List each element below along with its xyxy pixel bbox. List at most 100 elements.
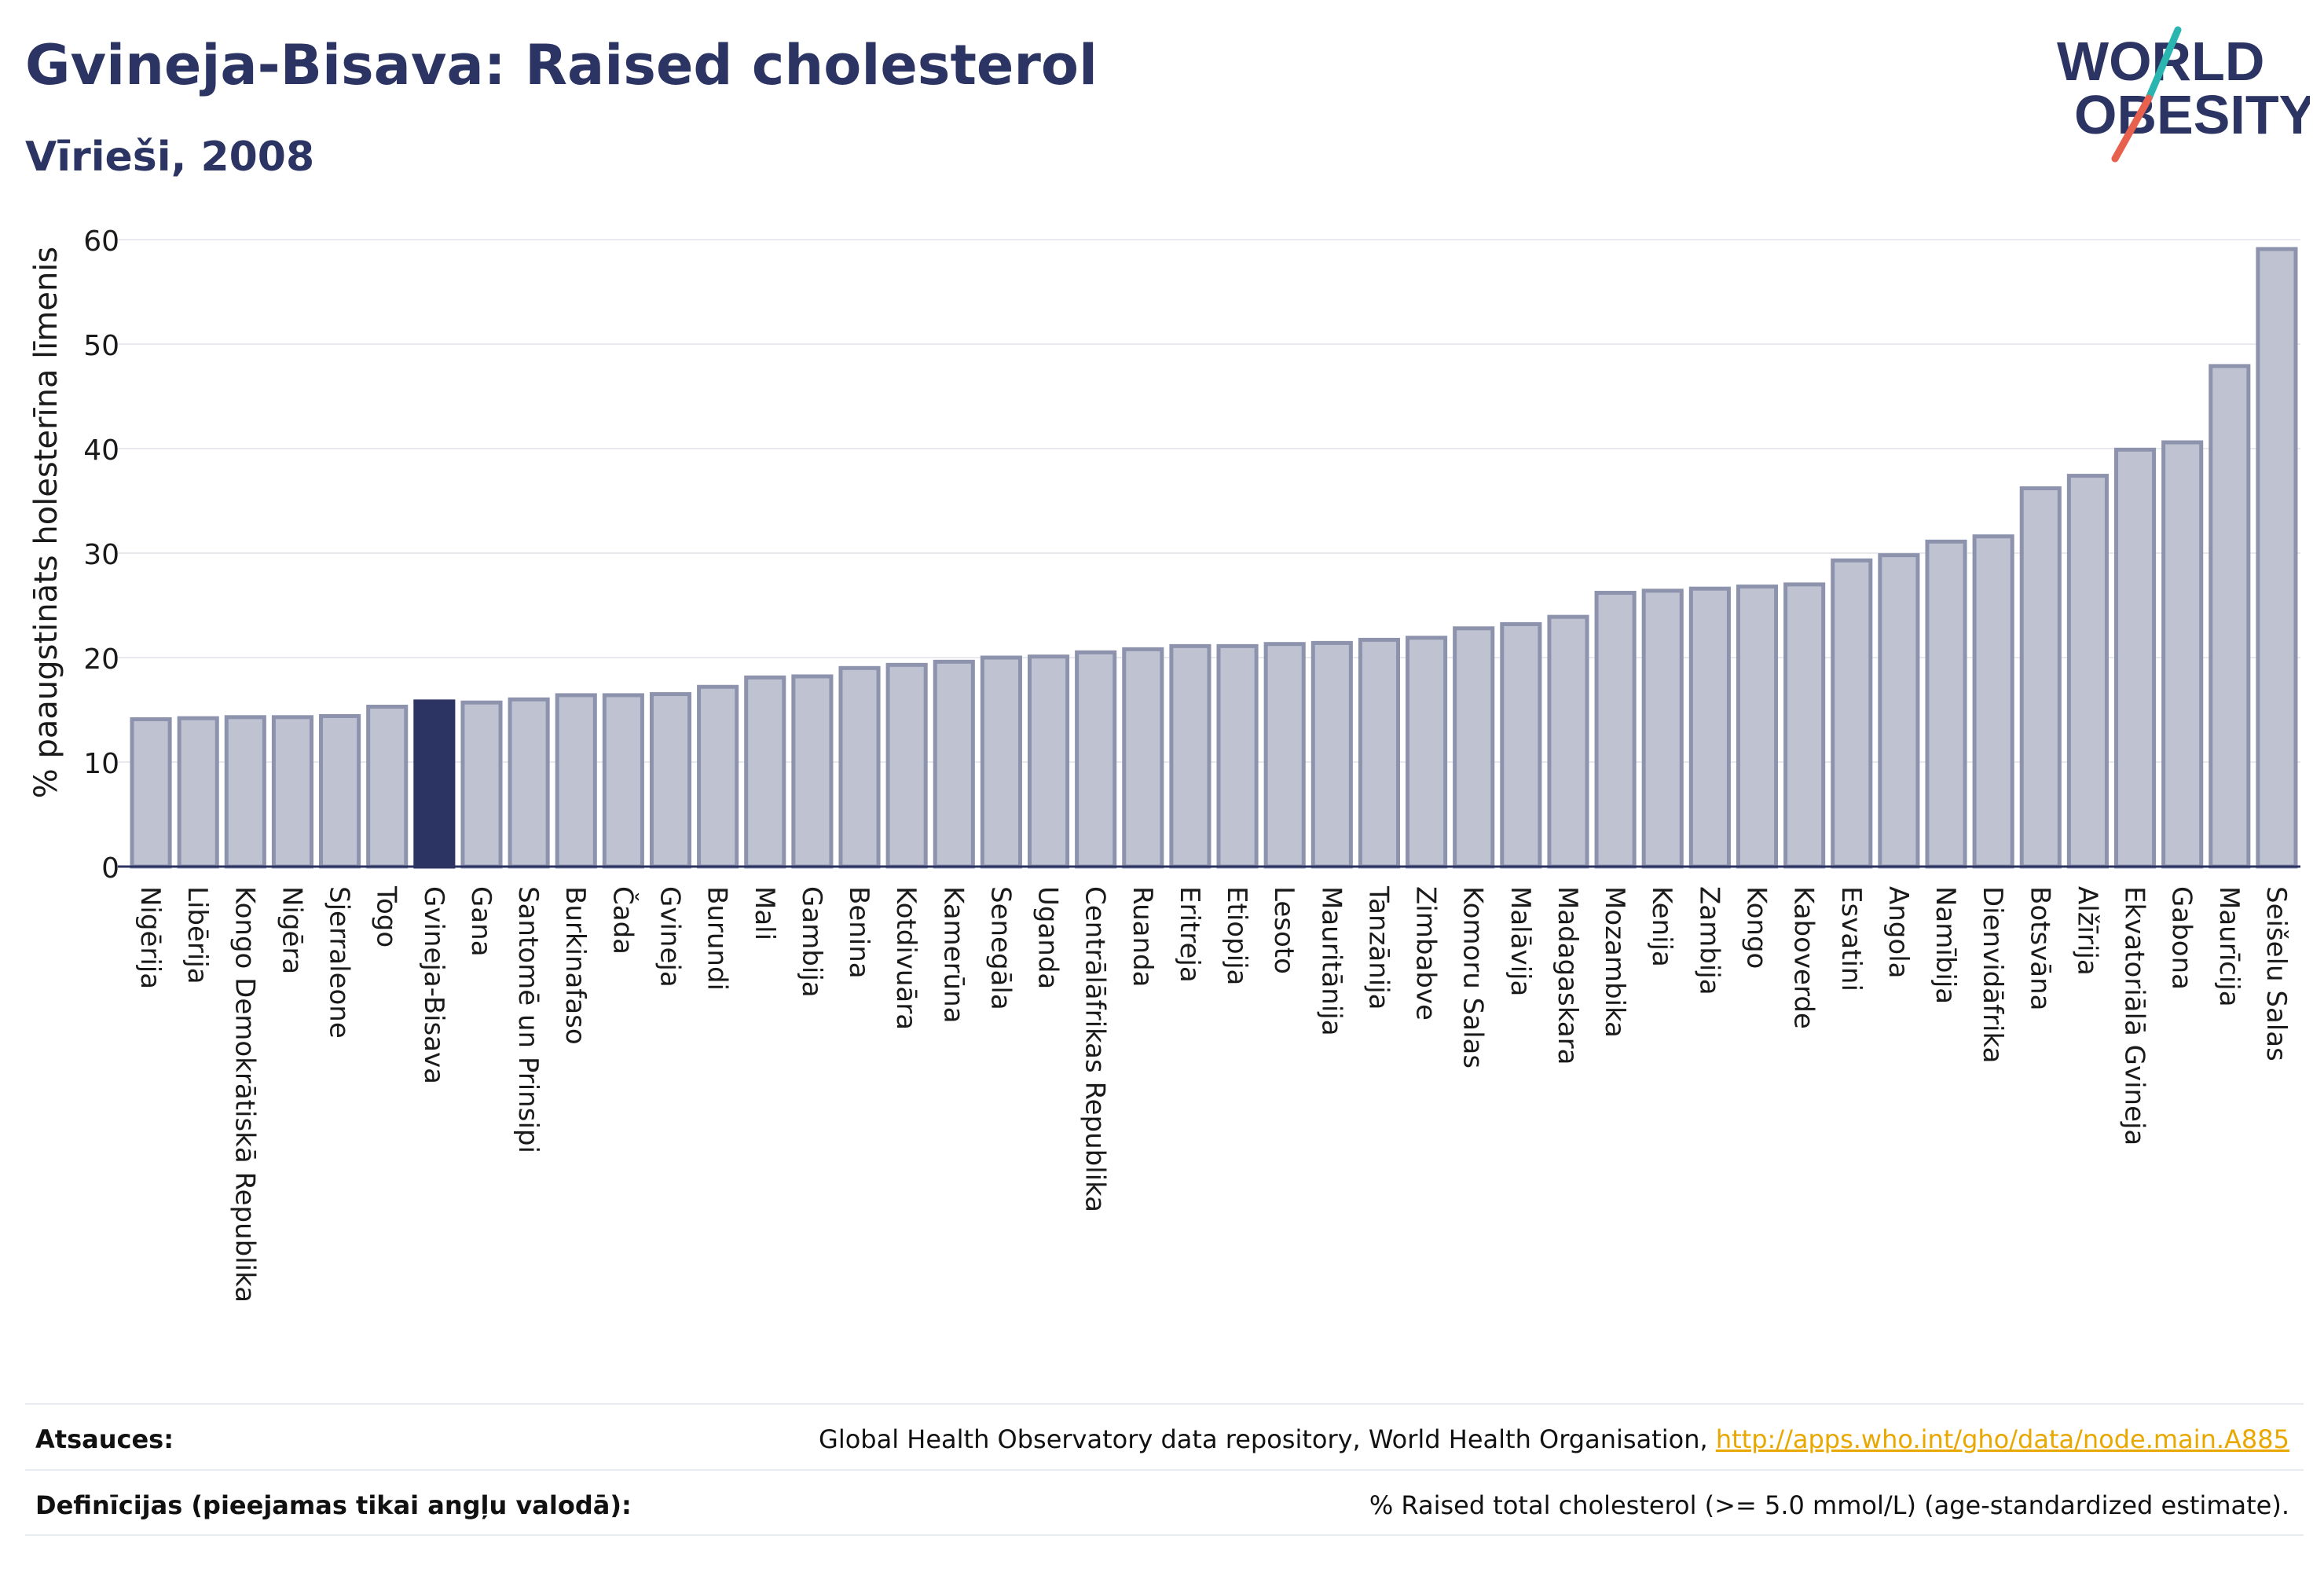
- page-subtitle: Vīrieši, 2008: [25, 134, 315, 181]
- x-tick-label: Kotdivuāra: [890, 886, 922, 1030]
- bar-40: [2019, 486, 2062, 869]
- bar-32: [1641, 588, 1684, 869]
- x-tick-label: Kamerūna: [937, 886, 969, 1023]
- bar-30: [1547, 614, 1589, 869]
- definitions-value: % Raised total cholesterol (>= 5.0 mmol/…: [1369, 1490, 2289, 1520]
- bar-18: [980, 655, 1022, 869]
- x-tick-label: Zambija: [1693, 886, 1725, 995]
- sources-value: Global Health Observatory data repositor…: [819, 1424, 2289, 1454]
- x-tick-label: Madagaskara: [1552, 886, 1583, 1065]
- bar-16: [885, 662, 928, 869]
- bar-4: [319, 713, 361, 869]
- x-tick-label: Komoru Salas: [1457, 886, 1489, 1068]
- bar-22: [1169, 643, 1211, 869]
- x-tick-label: Senegāla: [984, 886, 1016, 1010]
- bar-8: [508, 697, 550, 869]
- y-tick-label: 30: [83, 539, 119, 571]
- y-tick-label: 10: [83, 748, 119, 780]
- x-tick-label: Eritreja: [1174, 886, 1205, 983]
- y-tick-label: 40: [83, 434, 119, 467]
- bar-26: [1358, 637, 1401, 869]
- x-tick-label: Maurīcija: [2213, 886, 2245, 1007]
- bar-25: [1310, 640, 1353, 869]
- bar-13: [744, 675, 786, 869]
- x-tick-label: Gvineja-Bisava: [418, 886, 449, 1084]
- x-tick-label: Namībija: [1930, 886, 1961, 1004]
- x-tick-label: Dienvidāfrika: [1977, 886, 2008, 1063]
- bar-29: [1500, 621, 1542, 869]
- x-tick-label: Angola: [1882, 886, 1914, 978]
- bar-37: [1878, 553, 1920, 869]
- footer-divider-top: [25, 1403, 2304, 1405]
- bar-chart: 0 10 20 30 40 50 60 Nigērija Libērija Kongo Demo…: [28, 225, 2300, 1303]
- bar-23: [1216, 643, 1259, 869]
- x-tick-label: Mauritānija: [1315, 886, 1347, 1036]
- y-tick-label: 50: [83, 330, 119, 362]
- x-tick-label: Libērija: [181, 886, 213, 984]
- x-tick-label: Burkinafaso: [559, 886, 591, 1045]
- sources-label: Atsauces:: [35, 1424, 174, 1454]
- x-tick-label: Gambija: [796, 886, 827, 998]
- world-obesity-logo: WORLD OBESITY: [2057, 26, 2310, 163]
- x-tick-label: Nigēra: [276, 886, 307, 974]
- bar-1: [177, 716, 219, 869]
- x-tick-label: Alžīrija: [2071, 886, 2102, 976]
- footer-divider-mid: [25, 1469, 2304, 1471]
- x-tick-label: Burundi: [702, 886, 733, 991]
- sources-link[interactable]: http://apps.who.int/gho/data/node.main.A…: [1715, 1424, 2289, 1454]
- x-tick-label: Esvatini: [1835, 886, 1867, 991]
- x-tick-label: Sjerraleone: [324, 886, 355, 1039]
- bar-28: [1453, 626, 1495, 869]
- y-axis-title: % paaugstināts holesterīna līmenis: [28, 247, 64, 799]
- bar-44: [2209, 364, 2251, 869]
- x-tick-label: Nigērija: [134, 886, 166, 989]
- x-tick-label: Zimbabve: [1410, 886, 1442, 1021]
- logo-slash-bottom: [2111, 94, 2153, 163]
- x-tick-label: Botsvāna: [2024, 886, 2055, 1011]
- bar-21: [1122, 647, 1164, 869]
- x-tick-label: Santomē un Prinsipi: [512, 886, 544, 1153]
- x-tick-label: Benina: [843, 886, 874, 979]
- logo-line2: OBESITY: [2074, 84, 2310, 145]
- footer-divider-bottom: [25, 1534, 2304, 1536]
- bar-41: [2066, 474, 2109, 869]
- bar-35: [1783, 582, 1826, 869]
- bar-5: [366, 705, 409, 869]
- bar-12: [697, 684, 739, 869]
- x-tick-label: Kongo: [1741, 886, 1772, 969]
- y-tick-label: 60: [83, 225, 119, 258]
- x-tick-label: Seišelu Salas: [2260, 886, 2292, 1061]
- x-tick-label: Kaboverde: [1788, 886, 1820, 1029]
- x-tick-label: Etiopija: [1221, 886, 1252, 985]
- sources-text: Global Health Observatory data repositor…: [819, 1424, 1716, 1454]
- bar-38: [1925, 539, 1967, 869]
- y-tick-label: 20: [83, 643, 119, 676]
- x-tick-label: Kongo Demokrātiskā Republika: [229, 886, 260, 1303]
- y-axis-ticks: 0 10 20 30 40 50 60: [83, 225, 119, 885]
- bar-2: [224, 715, 266, 869]
- page-title: Gvineja-Bisava: Raised cholesterol: [25, 33, 1098, 97]
- bar-27: [1406, 636, 1448, 869]
- bar-43: [2161, 440, 2204, 869]
- bar-39: [1972, 534, 2014, 869]
- bar-34: [1736, 585, 1779, 869]
- x-tick-label: Ekvatoriālā Gvineja: [2119, 886, 2150, 1145]
- x-tick-label: Ruanda: [1127, 886, 1158, 987]
- bar-3: [271, 715, 314, 869]
- x-tick-label: Lesoto: [1268, 886, 1299, 974]
- definitions-label: Definīcijas (pieejamas tikai angļu valod…: [35, 1490, 632, 1520]
- bar-11: [649, 692, 692, 869]
- bar-17: [933, 659, 975, 869]
- x-tick-label: Malāvija: [1505, 886, 1536, 996]
- x-tick-label: Tanzānija: [1362, 885, 1394, 1010]
- bar-15: [838, 665, 881, 869]
- bar-36: [1831, 558, 1873, 869]
- x-tick-label: Uganda: [1032, 886, 1064, 989]
- x-tick-label: Čada: [607, 886, 639, 955]
- logo-slash-top: [2145, 26, 2182, 102]
- bar-24: [1263, 642, 1306, 869]
- bar-7: [460, 700, 503, 869]
- bar-42: [2113, 447, 2157, 869]
- bar-6: [413, 699, 456, 869]
- x-tick-label: Kenija: [1646, 886, 1677, 967]
